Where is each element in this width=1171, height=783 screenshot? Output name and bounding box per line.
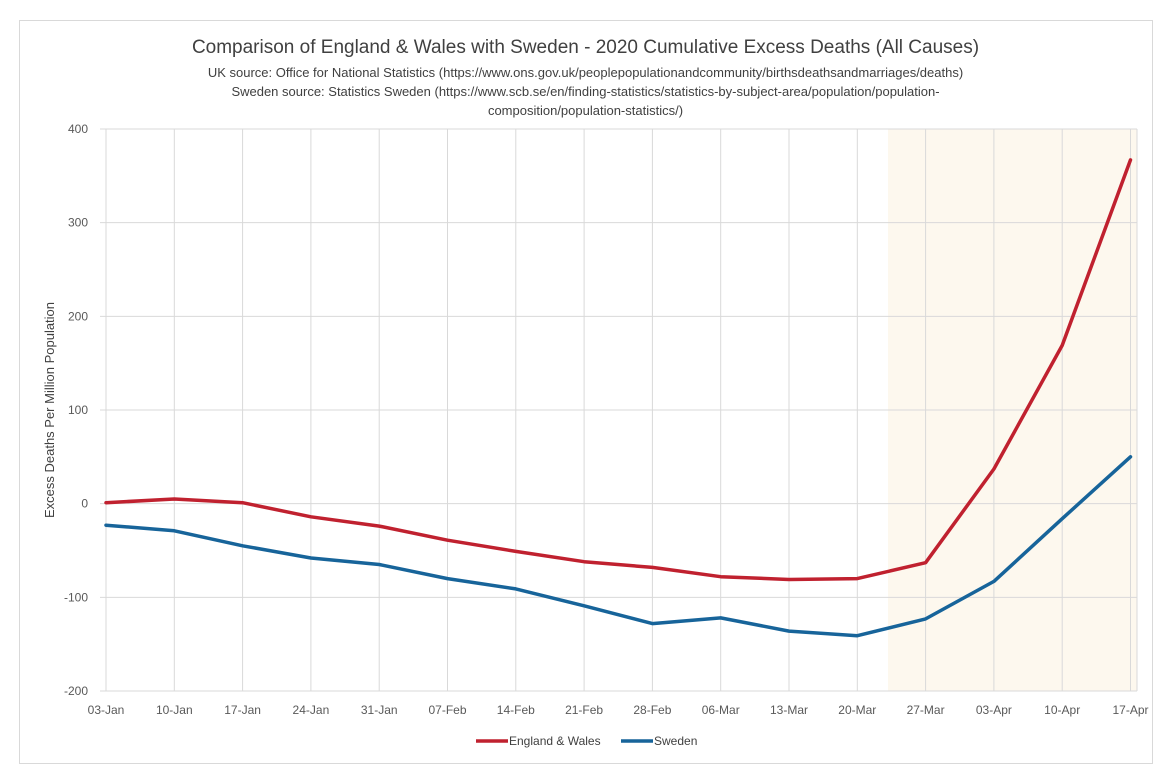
legend: England & Wales Sweden (476, 734, 697, 748)
x-tick-label: 13-Mar (770, 703, 808, 717)
x-tick-label: 06-Mar (702, 703, 740, 717)
gridlines-group (100, 128, 1138, 692)
chart-title: Comparison of England & Wales with Swede… (191, 37, 980, 58)
legend-item-sweden: Sweden (621, 734, 697, 748)
x-tick-label: 07-Feb (428, 703, 466, 717)
series-line-sweden (104, 455, 1133, 638)
legend-label: Sweden (654, 734, 697, 748)
legend-item-england-wales: England & Wales (476, 734, 601, 748)
x-tick-label: 10-Apr (1044, 703, 1080, 717)
x-tick-label: 03-Apr (976, 703, 1012, 717)
chart-subtitle-sweden-source: Sweden source: Statistics Sweden (https:… (231, 84, 940, 99)
y-tick-labels-group: -200 -100 0 100 200 300 400 (64, 122, 88, 698)
x-tick-label: 24-Jan (293, 703, 330, 717)
x-tick-label: 17-Jan (224, 703, 261, 717)
x-tick-label: 17-Apr (1112, 703, 1148, 717)
x-tick-label: 28-Feb (633, 703, 671, 717)
x-tick-label: 31-Jan (361, 703, 398, 717)
series-group (104, 158, 1133, 638)
y-tick-label: -200 (64, 684, 88, 698)
y-tick-label: 300 (68, 216, 88, 230)
legend-label: England & Wales (509, 734, 601, 748)
y-tick-label: 0 (81, 497, 88, 511)
y-tick-label: 200 (68, 309, 88, 323)
y-tick-label: -100 (64, 590, 88, 604)
x-tick-label: 27-Mar (907, 703, 945, 717)
x-tick-label: 14-Feb (497, 703, 535, 717)
y-tick-label: 400 (68, 122, 88, 136)
x-tick-label: 20-Mar (838, 703, 876, 717)
y-tick-label: 100 (68, 403, 88, 417)
series-line-england-wales (104, 158, 1133, 582)
chart-subtitle-uk-source: UK source: Office for National Statistic… (207, 65, 964, 80)
x-tick-labels-group: 03-Jan 10-Jan 17-Jan 24-Jan 31-Jan 07-Feb 14-F… (88, 703, 1149, 717)
x-tick-label: 03-Jan (88, 703, 125, 717)
y-axis-label: Excess Deaths Per Million Population (42, 302, 57, 518)
x-tick-label: 21-Feb (565, 703, 603, 717)
x-tick-label: 10-Jan (156, 703, 193, 717)
chart-subtitle-sweden-source-cont: composition/population-statistics/) (487, 103, 684, 118)
